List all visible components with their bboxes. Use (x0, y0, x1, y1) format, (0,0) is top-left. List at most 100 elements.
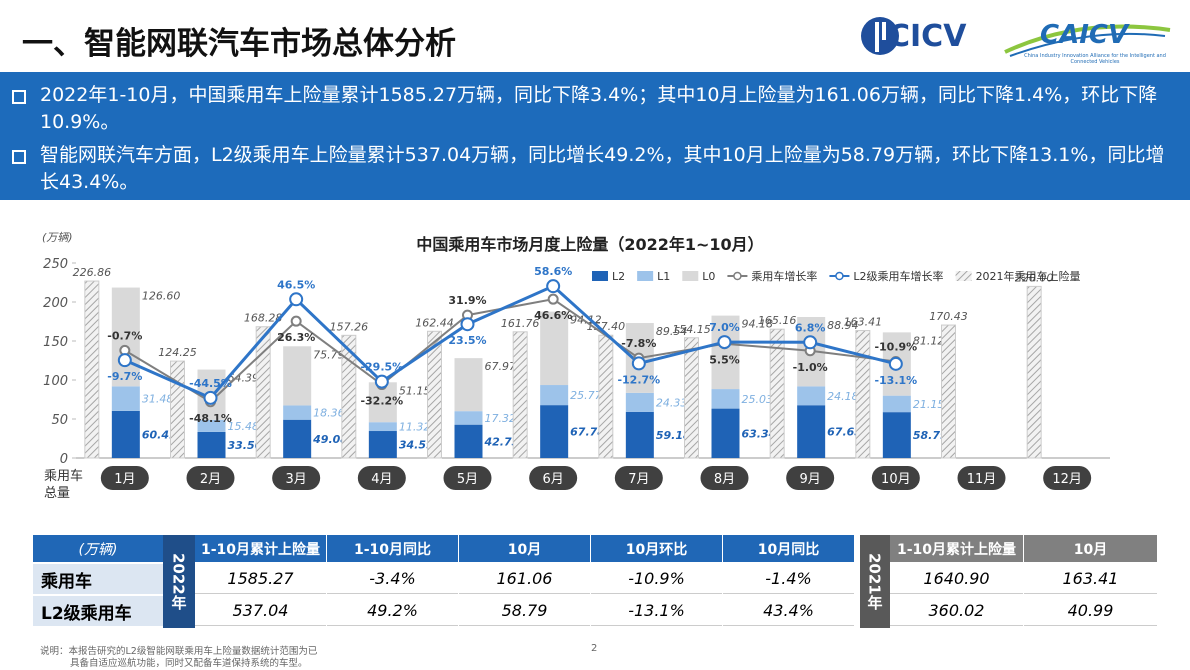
x-tick-label: 12月 (1052, 472, 1082, 487)
y-axis-label: (万辆) (42, 231, 73, 244)
data-label: 58.6% (534, 265, 572, 278)
bar-segment (711, 408, 740, 458)
bar-segment (197, 419, 226, 432)
data-label: -7.8% (621, 337, 656, 350)
data-label: 11.32 (399, 421, 431, 434)
bar-segment (711, 315, 740, 390)
bar-2021 (255, 326, 271, 459)
legend-item: 2021年乘用车上险量 (955, 269, 1081, 283)
legend-swatch (682, 271, 699, 281)
bar-segment (882, 412, 911, 458)
bar-segment (454, 411, 483, 425)
data-label: 18.36 (313, 407, 345, 420)
table-cell: 163.41 (1024, 564, 1157, 594)
legend-item: L2 (592, 270, 625, 283)
bar-segment (882, 395, 911, 413)
footnote: 具备自适应巡航功能，同时又配备车道保持系统的车型。 (70, 658, 308, 669)
bar-segment (625, 392, 654, 412)
table-cell: 537.04 (195, 596, 326, 626)
data-label: 59.18 (656, 429, 691, 442)
data-label: 6.8% (795, 321, 826, 334)
x-axis-label: 乘用车总量 (44, 469, 84, 501)
month-pill (186, 466, 235, 490)
legend-label: 2021年乘用车上险量 (976, 269, 1081, 283)
table-cell: -1.4% (723, 564, 854, 594)
data-label: 49.08 (312, 433, 348, 446)
line-marker (803, 335, 818, 350)
data-label: 161.76 (501, 317, 540, 330)
table-cell: -13.1% (591, 596, 722, 626)
data-label: 63.34 (742, 427, 777, 440)
bar-segment (111, 410, 140, 458)
bullet-text: 智能网联汽车方面，L2级乘用车上险量累计537.04万辆，同比增长49.2%，其… (40, 144, 1165, 193)
table-year: 2022年 (163, 535, 195, 628)
bar-segment (797, 405, 826, 458)
data-label: -12.7% (617, 373, 660, 386)
legend-label: 乘用车增长率 (751, 269, 817, 283)
bar-2021 (855, 330, 871, 459)
legend-swatch (592, 271, 608, 281)
table-header: 10月 (459, 535, 590, 562)
table-cell: 1585.27 (195, 564, 326, 594)
y-tick-label: 0 (60, 452, 68, 467)
table-cell: 360.02 (890, 596, 1023, 626)
data-label: 25.77 (570, 389, 602, 402)
y-tick-label: 200 (43, 296, 68, 311)
table-cell: L2级乘用车 (33, 596, 163, 626)
data-label: -32.2% (360, 395, 403, 408)
x-tick-label: 10月 (881, 472, 911, 487)
bullet-text: 2022年1-10月，中国乘用车上险量累计1585.27万辆，同比下降3.4%；… (40, 84, 1158, 133)
legend-item: L0 (682, 270, 715, 283)
bar-2021 (684, 337, 699, 459)
data-label: 88.94 (827, 319, 859, 332)
logo-caicv-sub: China Industry Innovation Alliance for t… (1024, 53, 1166, 65)
data-label: 23.5% (448, 334, 486, 347)
month-pill (443, 466, 492, 490)
line-marker (631, 356, 646, 371)
line-marker (717, 335, 732, 350)
data-label: 21.15 (913, 398, 945, 411)
line (124, 284, 897, 400)
line-marker (117, 353, 132, 368)
legend-label: L2级乘用车增长率 (853, 269, 943, 283)
bar-segment (711, 389, 740, 409)
legend-label: L0 (702, 270, 715, 283)
month-pill (871, 466, 920, 490)
table-header: 1-10月累计上险量 (890, 535, 1023, 562)
y-tick-label: 150 (43, 335, 68, 350)
data-label: -10.9% (874, 340, 917, 353)
summary-band: 2022年1-10月，中国乘用车上险量累计1585.27万辆，同比下降3.4%；… (0, 72, 1190, 200)
chart-title: 中国乘用车市场月度上险量（2022年1~10月） (416, 235, 763, 254)
bar-segment (625, 411, 654, 458)
data-label: 67.78 (570, 426, 605, 439)
data-label: 165.16 (758, 314, 797, 327)
data-label: 220.00 (1015, 271, 1054, 284)
table-cell: 1640.90 (890, 564, 1023, 594)
data-label: 31.9% (448, 294, 486, 307)
data-label: -48.1% (189, 412, 232, 425)
logo-cicv: CICV (888, 19, 967, 54)
legend-item: L2级乘用车增长率 (829, 269, 944, 283)
y-tick-label: 50 (51, 413, 68, 428)
table-cell: 161.06 (459, 564, 590, 594)
legend-swatch (733, 271, 742, 281)
table-header: 1-10月累计上险量 (195, 535, 326, 562)
table-cell: 49.2% (327, 596, 458, 626)
data-label: 60.41 (142, 428, 177, 441)
cicv-mark (861, 17, 899, 55)
data-label: 26.3% (277, 331, 315, 344)
legend-label: L1 (657, 270, 670, 283)
y-tick-label: 250 (43, 257, 68, 272)
bar-segment (283, 346, 312, 406)
data-label: -9.7% (107, 370, 142, 383)
bar-segment (283, 405, 312, 420)
data-label: 58.79 (913, 429, 948, 442)
data-label: 170.43 (929, 310, 968, 323)
data-label: 81.12 (913, 334, 945, 347)
caicv-swoosh (1004, 24, 1171, 57)
bar-segment (111, 386, 140, 411)
data-label: 226.86 (73, 266, 112, 279)
line (124, 298, 896, 404)
data-label: -44.5% (189, 377, 232, 390)
line-marker (460, 317, 475, 332)
